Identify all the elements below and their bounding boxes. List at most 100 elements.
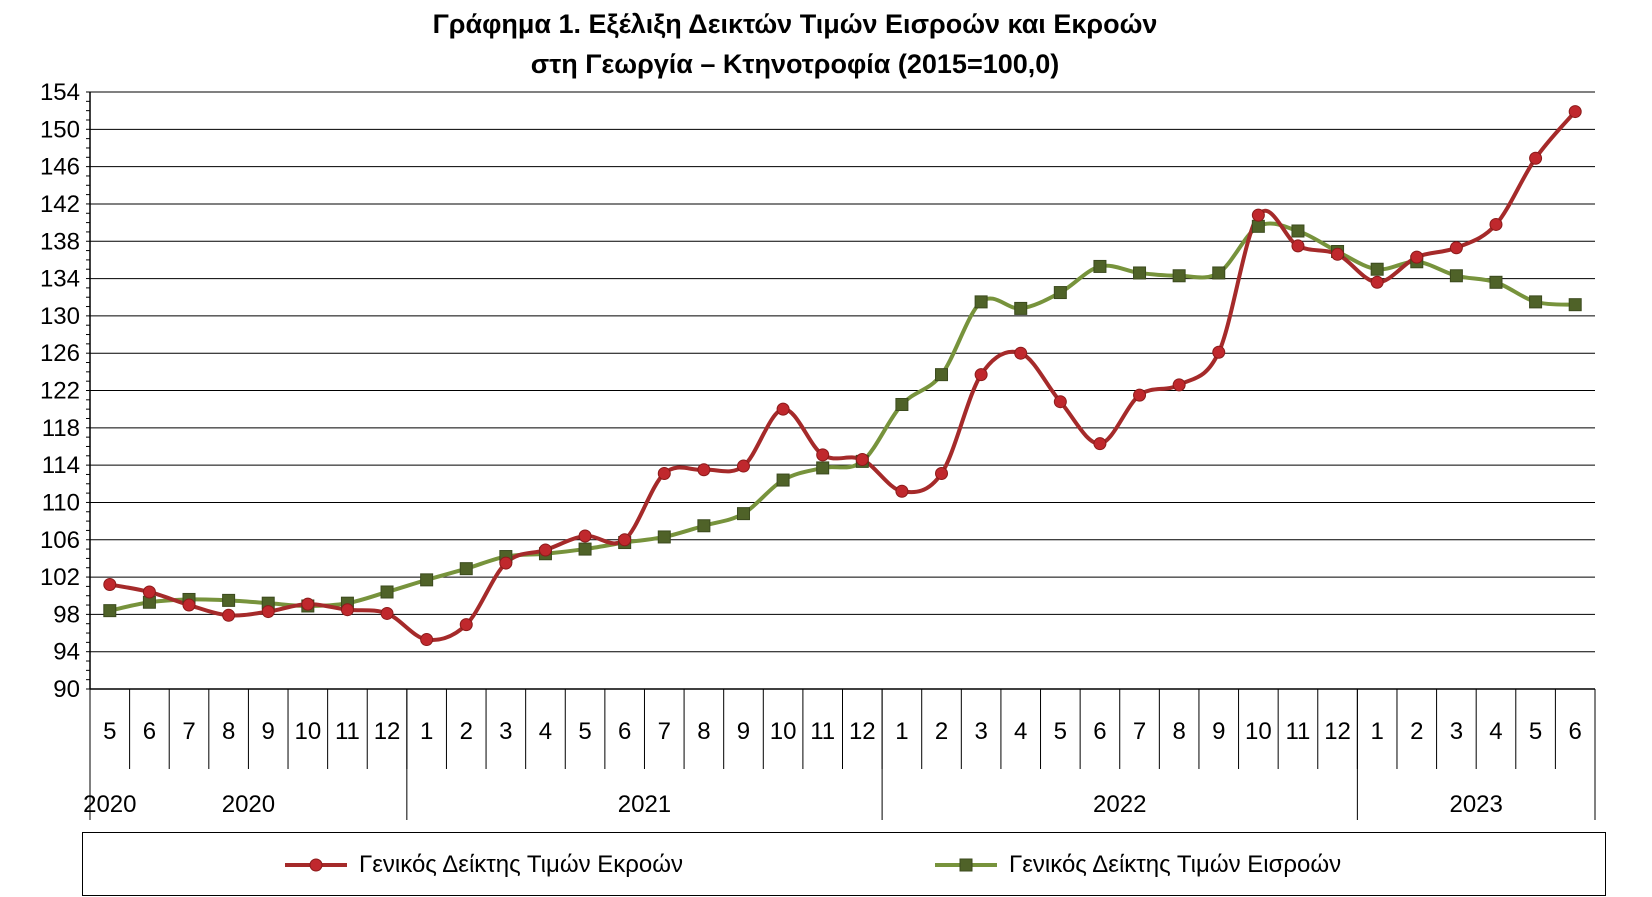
data-point-outputs	[855, 453, 869, 467]
data-point-inputs	[974, 295, 988, 309]
chart-title-line-1: Γράφημα 1. Εξέλιξη Δεικτών Τιμών Εισροών…	[432, 9, 1158, 39]
data-point-outputs	[578, 529, 592, 543]
data-point-outputs	[459, 618, 473, 632]
x-tick-label: 9	[737, 718, 750, 745]
data-point-outputs	[1093, 437, 1107, 451]
y-tick-label: 126	[40, 340, 80, 367]
data-point-outputs	[816, 448, 830, 462]
data-point-outputs	[182, 598, 196, 612]
y-tick-label: 94	[53, 639, 80, 666]
legend-item-inputs: Γενικός Δείκτης Τιμών Εισροών	[933, 833, 1341, 897]
x-tick-label: 11	[810, 718, 835, 745]
data-point-outputs	[1053, 395, 1067, 409]
data-point-outputs	[1568, 105, 1582, 119]
x-tick-label: 12	[849, 718, 876, 745]
data-point-inputs	[736, 507, 750, 521]
series-line-inputs	[109, 221, 1576, 613]
year-label: 2020	[222, 791, 275, 818]
chart-title: Γράφημα 1. Εξέλιξη Δεικτών Τιμών Εισροών…	[0, 4, 1590, 84]
x-tick-label: 1	[1370, 718, 1383, 745]
y-tick-label: 154	[40, 79, 80, 106]
data-point-outputs	[420, 633, 434, 647]
y-tick-label: 146	[40, 154, 80, 181]
x-tick-label: 1	[895, 718, 908, 745]
data-point-outputs	[1489, 217, 1503, 231]
data-point-inputs	[1449, 269, 1463, 283]
x-tick-label: 7	[182, 718, 195, 745]
data-point-outputs	[340, 603, 354, 617]
data-point-outputs	[103, 578, 117, 592]
y-tick-label: 134	[40, 266, 80, 293]
data-point-outputs	[142, 585, 156, 599]
x-tick-label: 6	[1569, 718, 1582, 745]
x-tick-label: 10	[1245, 718, 1272, 745]
data-point-outputs	[380, 606, 394, 620]
x-tick-label: 5	[1054, 718, 1067, 745]
x-tick-label: 6	[143, 718, 156, 745]
data-point-inputs	[222, 593, 236, 607]
data-point-outputs	[1410, 250, 1424, 264]
x-tick-label: 4	[1489, 718, 1502, 745]
y-tick-label: 118	[42, 415, 80, 442]
x-tick-label: 9	[1212, 718, 1225, 745]
data-point-outputs	[1212, 345, 1226, 359]
x-tick-label: 5	[578, 718, 591, 745]
series-line-outputs	[109, 110, 1577, 642]
data-point-outputs	[1331, 247, 1345, 261]
legend-swatch-inputs	[935, 858, 997, 872]
y-tick-label: 122	[40, 378, 80, 405]
x-tick-label: 5	[103, 718, 116, 745]
year-label: 2023	[1449, 791, 1502, 818]
x-tick-label: 3	[499, 718, 512, 745]
x-tick-label: 5	[1529, 718, 1542, 745]
data-point-outputs	[935, 467, 949, 481]
data-point-outputs	[222, 608, 236, 622]
data-point-inputs	[1529, 295, 1543, 309]
data-point-outputs	[1172, 378, 1186, 392]
data-point-inputs	[1212, 266, 1226, 280]
data-point-inputs	[380, 585, 394, 599]
x-tick-label: 6	[618, 718, 631, 745]
data-point-inputs	[1291, 224, 1305, 238]
data-point-outputs	[895, 484, 909, 498]
x-tick-label: 2	[935, 718, 948, 745]
year-label: 2020	[83, 791, 136, 818]
legend-label-inputs: Γενικός Δείκτης Τιμών Εισροών	[1009, 851, 1342, 878]
year-label: 2022	[1093, 791, 1146, 818]
chart-legend: Γενικός Δείκτης Τιμών Εκροών Γενικός Δεί…	[82, 832, 1606, 896]
data-point-inputs	[1568, 298, 1582, 312]
y-tick-label: 98	[53, 601, 80, 628]
x-tick-label: 3	[1450, 718, 1463, 745]
data-point-inputs	[816, 461, 830, 475]
data-point-inputs	[1172, 269, 1186, 283]
data-point-outputs	[499, 556, 513, 570]
data-point-inputs	[657, 530, 671, 544]
x-tick-label: 11	[335, 718, 360, 745]
x-tick-label: 8	[697, 718, 710, 745]
chart-title-line-2: στη Γεωργία – Κτηνοτροφία (2015=100,0)	[530, 49, 1060, 79]
data-point-outputs	[1370, 275, 1384, 289]
x-tick-label: 10	[294, 718, 321, 745]
y-tick-label: 106	[40, 527, 80, 554]
x-tick-label: 8	[1172, 718, 1185, 745]
data-point-outputs	[618, 533, 632, 547]
x-tick-label: 12	[374, 718, 401, 745]
data-point-outputs	[657, 467, 671, 481]
y-tick-label: 130	[40, 303, 80, 330]
y-tick-label: 150	[40, 116, 80, 143]
y-tick-label: 138	[40, 228, 80, 255]
data-point-inputs	[935, 368, 949, 382]
data-point-outputs	[301, 597, 315, 611]
data-point-inputs	[103, 604, 117, 618]
x-tick-label: 4	[1014, 718, 1027, 745]
x-tick-label: 11	[1285, 718, 1310, 745]
x-tick-label: 7	[658, 718, 671, 745]
x-tick-label: 1	[420, 718, 433, 745]
x-tick-label: 10	[770, 718, 797, 745]
data-point-outputs	[736, 459, 750, 473]
y-tick-label: 110	[42, 489, 80, 516]
data-point-inputs	[1093, 259, 1107, 273]
data-point-outputs	[1014, 346, 1028, 360]
data-point-outputs	[697, 463, 711, 477]
data-point-outputs	[1251, 208, 1265, 222]
